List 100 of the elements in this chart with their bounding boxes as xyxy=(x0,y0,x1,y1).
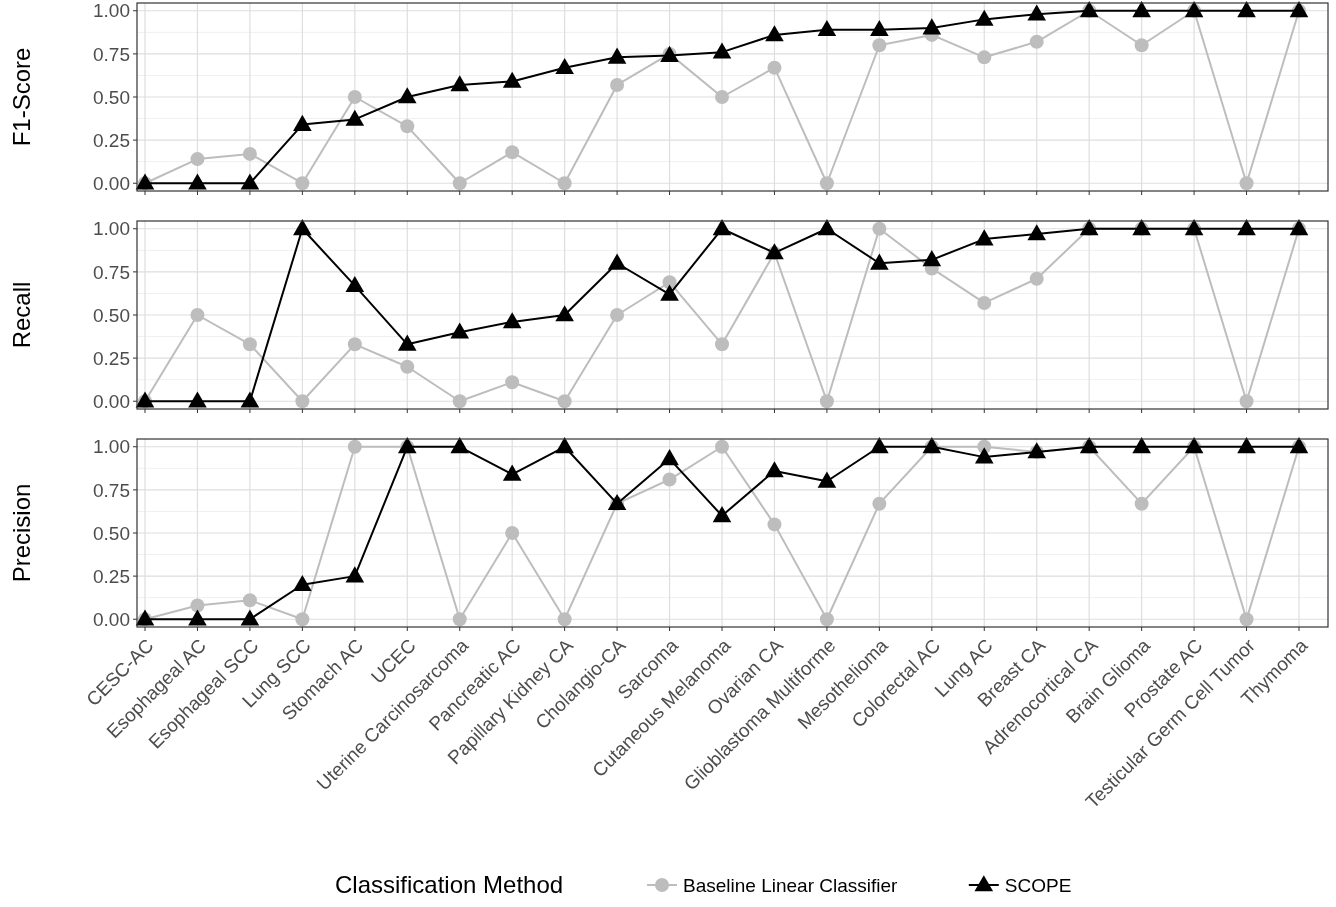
point xyxy=(347,90,362,104)
point xyxy=(662,472,677,487)
point xyxy=(240,609,260,626)
point xyxy=(240,391,260,408)
point xyxy=(819,612,834,627)
y-tick-label: 1.00 xyxy=(93,218,130,240)
point xyxy=(452,394,467,409)
point xyxy=(870,437,889,454)
point xyxy=(502,312,522,329)
point xyxy=(188,391,207,408)
point xyxy=(190,598,205,613)
y-axis-title: Recall xyxy=(8,281,35,349)
point xyxy=(712,219,732,236)
point xyxy=(1237,437,1256,454)
y-tick-label: 0.25 xyxy=(93,565,130,587)
legend-label: SCOPE xyxy=(1004,874,1072,896)
y-tick-label: 0.25 xyxy=(93,347,130,369)
point xyxy=(293,575,312,592)
point xyxy=(765,461,784,478)
y-tick-label: 0.25 xyxy=(93,129,130,151)
point xyxy=(345,275,365,293)
point xyxy=(607,253,627,270)
point xyxy=(922,18,942,35)
point xyxy=(397,334,417,351)
point xyxy=(293,114,312,131)
point xyxy=(1029,271,1044,286)
point xyxy=(660,449,679,466)
point xyxy=(974,9,994,26)
point xyxy=(505,526,520,540)
point xyxy=(712,42,732,59)
point xyxy=(347,439,362,454)
y-tick-label: 0.75 xyxy=(93,261,130,283)
point xyxy=(450,322,470,339)
point xyxy=(1239,176,1254,191)
y-tick-label: 1.00 xyxy=(93,0,130,22)
point xyxy=(345,109,365,126)
point xyxy=(400,119,415,134)
point xyxy=(1239,394,1254,409)
point xyxy=(295,176,310,191)
y-tick-label: 0.75 xyxy=(93,479,130,501)
point xyxy=(607,47,627,64)
point xyxy=(557,394,572,409)
y-tick-label: 1.00 xyxy=(93,436,130,458)
point xyxy=(555,57,574,75)
point xyxy=(240,173,260,190)
point xyxy=(295,612,310,627)
point xyxy=(610,308,625,322)
point xyxy=(817,219,837,236)
point xyxy=(295,394,310,409)
point xyxy=(872,38,887,53)
y-axis-title: F1-Score xyxy=(8,47,35,147)
point xyxy=(555,305,574,322)
point xyxy=(242,593,257,608)
point xyxy=(505,375,520,390)
point xyxy=(1027,224,1047,241)
point xyxy=(347,337,362,352)
point xyxy=(188,173,207,190)
point xyxy=(660,284,679,301)
legend-label: Baseline Linear Classifier xyxy=(683,874,899,896)
point xyxy=(715,337,729,352)
point xyxy=(974,447,994,464)
y-tick-label: 0.50 xyxy=(93,304,130,326)
point xyxy=(767,60,782,75)
point xyxy=(502,464,522,481)
point xyxy=(974,229,994,246)
y-tick-label: 0.00 xyxy=(93,390,130,412)
point xyxy=(450,437,470,454)
point xyxy=(977,50,992,65)
point xyxy=(397,87,417,104)
y-tick-label: 0.00 xyxy=(93,608,130,630)
point xyxy=(345,566,365,583)
y-axis-title: Precision xyxy=(8,483,35,583)
point xyxy=(1237,1,1256,18)
point xyxy=(870,253,889,270)
point xyxy=(242,337,257,352)
point xyxy=(557,176,572,191)
y-tick-label: 0.50 xyxy=(93,86,130,108)
point xyxy=(715,90,729,104)
point xyxy=(1134,496,1149,511)
point xyxy=(817,471,837,488)
point xyxy=(1237,219,1256,236)
point xyxy=(452,612,467,627)
point xyxy=(190,308,205,322)
point xyxy=(977,295,992,310)
point xyxy=(870,19,889,37)
point xyxy=(505,145,520,160)
point xyxy=(767,517,782,532)
point xyxy=(242,146,257,161)
y-tick-label: 0.75 xyxy=(93,43,130,65)
point xyxy=(502,71,522,88)
point xyxy=(1132,1,1151,18)
point xyxy=(1239,612,1254,627)
point xyxy=(450,75,470,92)
point xyxy=(872,221,887,236)
point xyxy=(400,359,415,374)
point xyxy=(557,612,572,627)
point xyxy=(712,506,732,523)
y-tick-label: 0.50 xyxy=(93,522,130,544)
legend-title: Classification Method xyxy=(335,871,564,899)
point xyxy=(555,437,574,454)
